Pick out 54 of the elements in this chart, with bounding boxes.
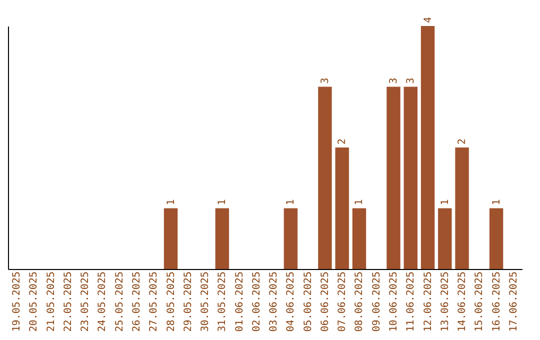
x-tick-label: 25.05.2025 xyxy=(114,272,126,332)
bar xyxy=(489,208,504,269)
bar xyxy=(386,86,400,269)
x-tick-label: 23.05.2025 xyxy=(80,272,92,332)
x-tick-label: 22.05.2025 xyxy=(62,272,74,332)
bar xyxy=(438,208,452,269)
bar xyxy=(420,26,435,269)
x-tick-label: 09.06.2025 xyxy=(371,272,382,332)
x-tick-label: 05.06.2025 xyxy=(302,272,314,332)
x-tick-label: 29.05.2025 xyxy=(182,272,194,332)
data-label: 1 xyxy=(440,199,451,206)
x-tick-label: 14.06.2025 xyxy=(457,272,468,332)
x-tick-label: 30.05.2025 xyxy=(200,272,212,332)
data-label: 1 xyxy=(286,199,297,206)
x-tick-label: 04.06.2025 xyxy=(286,272,297,332)
data-label: 2 xyxy=(337,138,348,144)
bar xyxy=(215,208,230,269)
x-tick-label: 15.06.2025 xyxy=(474,272,486,332)
data-label: 3 xyxy=(388,78,400,84)
data-label: 1 xyxy=(166,199,177,206)
data-label: 3 xyxy=(320,78,331,84)
x-tick-label: 10.06.2025 xyxy=(388,272,400,332)
x-tick-label: 01.06.2025 xyxy=(234,272,246,332)
x-tick-label: 26.05.2025 xyxy=(132,272,142,332)
bar xyxy=(455,148,469,269)
x-tick-label: 16.06.2025 xyxy=(491,272,502,332)
x-tick-label: 03.06.2025 xyxy=(268,272,280,332)
bar xyxy=(284,208,298,269)
x-tick-label: 08.06.2025 xyxy=(354,272,366,332)
bar xyxy=(164,208,178,269)
x-tick-label: 20.05.2025 xyxy=(28,272,40,332)
x-tick-label: 02.06.2025 xyxy=(251,272,262,332)
bar xyxy=(352,208,366,269)
bar xyxy=(335,148,349,269)
data-label: 3 xyxy=(406,78,417,84)
bar xyxy=(404,86,418,269)
x-tick-label: 21.05.2025 xyxy=(46,272,57,332)
data-label: 2 xyxy=(457,138,468,144)
x-tick-label: 13.06.2025 xyxy=(440,272,451,332)
x-tick-label: 07.06.2025 xyxy=(337,272,348,332)
x-tick-label: 27.05.2025 xyxy=(148,272,160,332)
data-label: 1 xyxy=(354,199,366,206)
x-tick-label: 28.05.2025 xyxy=(166,272,177,332)
x-tick-label: 17.06.2025 xyxy=(508,272,520,332)
x-tick-label: 24.05.2025 xyxy=(97,272,108,332)
x-tick-label: 31.05.2025 xyxy=(217,272,228,332)
data-label: 1 xyxy=(217,199,228,206)
x-tick-label: 19.05.2025 xyxy=(12,272,23,332)
data-label: 4 xyxy=(422,16,434,23)
bar xyxy=(318,86,332,269)
x-tick-label: 12.06.2025 xyxy=(422,272,434,332)
x-tick-label: 06.06.2025 xyxy=(320,272,331,332)
data-label: 1 xyxy=(491,199,502,206)
x-tick-label: 11.06.2025 xyxy=(406,272,417,332)
